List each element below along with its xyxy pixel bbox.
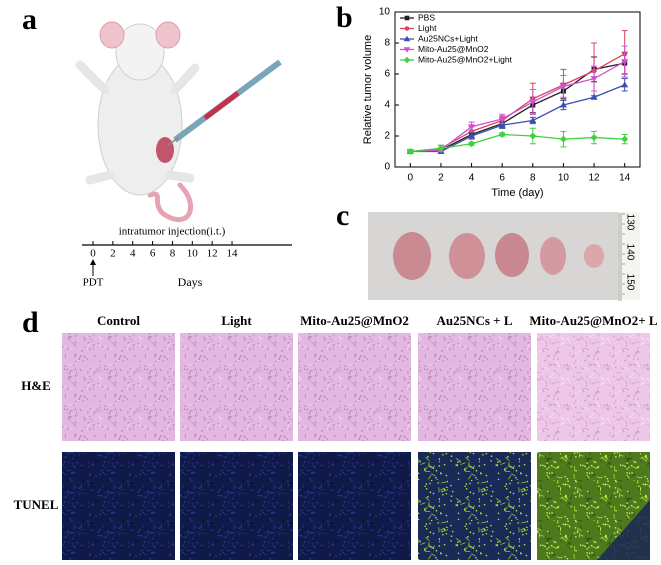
series-line <box>410 61 626 153</box>
y-tick-label: 4 <box>384 100 390 111</box>
x-tick-label: 6 <box>499 173 505 184</box>
marker <box>559 101 567 108</box>
timeline-tick-label: 2 <box>110 248 116 260</box>
legend-label: Mito-Au25@MnO2+Light <box>418 54 513 64</box>
marker <box>529 117 537 123</box>
tumor-photo: 130 140 150 <box>368 212 640 301</box>
timeline-tick-label: 0 <box>90 248 96 260</box>
he-image <box>418 333 531 441</box>
series-line <box>410 133 625 153</box>
marker <box>559 83 567 90</box>
x-tick-label: 8 <box>530 173 536 184</box>
row-label: TUNEL <box>14 497 59 512</box>
he-image <box>298 333 411 441</box>
legend-label: PBS <box>418 12 435 22</box>
timeline-axis-label: Days <box>178 275 203 289</box>
x-tick-label: 10 <box>558 173 570 184</box>
legend-marker <box>404 15 410 21</box>
legend-marker <box>403 47 411 53</box>
marker <box>529 132 537 140</box>
panel-letter: b <box>336 1 353 34</box>
tunel-image <box>298 452 411 560</box>
tumor <box>449 233 485 279</box>
line-chart: 0 2 4 6 8 10 0 2 4 6 8 10 12 14 Time (day) Relative tum… <box>362 7 641 199</box>
legend-label: Au25NCs+Light <box>418 33 478 43</box>
tumor <box>540 237 566 275</box>
marker <box>437 144 445 152</box>
marker <box>468 132 476 139</box>
x-axis-label: Time (day) <box>491 187 543 199</box>
marker <box>468 140 476 148</box>
y-tick-label: 6 <box>384 69 390 80</box>
timeline-tick-label: 8 <box>170 248 176 260</box>
timeline-start-label: PDT <box>83 277 104 289</box>
legend-marker <box>403 35 411 42</box>
x-tick-label: 2 <box>438 173 444 184</box>
ruler-label: 130 <box>624 214 635 231</box>
tumor <box>495 233 529 277</box>
panel-letter: a <box>22 3 37 36</box>
y-tick-label: 10 <box>379 7 391 18</box>
tumor <box>584 244 604 268</box>
ruler-label: 140 <box>624 244 635 261</box>
mouse-illustration <box>75 21 282 223</box>
y-tick-label: 8 <box>384 38 390 49</box>
he-image <box>180 333 293 441</box>
arrow-head <box>90 259 96 265</box>
row-label: H&E <box>21 378 51 393</box>
marker <box>468 124 476 131</box>
column-header: Control <box>97 313 140 328</box>
tunel-dark-region <box>597 500 650 560</box>
timeline-tick-label: 14 <box>227 248 239 260</box>
histology-grid: Control Light Mito-Au25@MnO2 Au25NCs + L Mit… <box>14 313 658 560</box>
timeline: intratumor injection(i.t.) PDT Days 0 2 4 6… <box>82 226 292 289</box>
marker <box>621 135 629 143</box>
marker <box>498 116 506 123</box>
marker <box>590 76 598 83</box>
marker <box>621 81 629 88</box>
tumor <box>393 232 431 280</box>
legend-label: Light <box>418 23 437 33</box>
panel-letter: c <box>336 199 349 232</box>
column-header: Au25NCs + L <box>436 313 512 328</box>
plot-frame <box>394 11 641 168</box>
marker <box>590 93 598 100</box>
panel-letter: d <box>22 306 39 339</box>
legend-marker <box>404 26 410 31</box>
y-tick-label: 0 <box>384 162 390 173</box>
ruler-label: 150 <box>624 274 635 291</box>
legend-marker <box>403 56 411 64</box>
timeline-caption: intratumor injection(i.t.) <box>119 226 226 238</box>
legend-label: Mito-Au25@MnO2 <box>418 44 489 54</box>
y-tick-label: 2 <box>384 131 390 142</box>
series-line <box>410 84 625 153</box>
marker <box>498 130 506 138</box>
marker <box>621 59 629 66</box>
tunel-image <box>180 452 293 560</box>
marker <box>590 134 598 142</box>
x-tick-label: 14 <box>619 173 631 184</box>
x-tick-label: 12 <box>589 173 601 184</box>
marker <box>559 135 567 143</box>
column-header: Mito-Au25@MnO2 <box>300 313 409 328</box>
tunel-image <box>418 452 531 560</box>
tunel-image <box>62 452 175 560</box>
he-image <box>537 333 650 441</box>
timeline-tick-label: 6 <box>150 248 156 260</box>
y-axis-label: Relative tumor volume <box>362 35 374 144</box>
marker <box>406 148 414 155</box>
he-image <box>62 333 175 441</box>
x-tick-label: 4 <box>469 173 475 184</box>
column-header: Light <box>221 313 252 328</box>
marker <box>529 99 537 106</box>
x-tick-label: 0 <box>408 173 414 184</box>
timeline-tick-label: 10 <box>187 248 199 260</box>
timeline-tick-label: 4 <box>130 248 136 260</box>
timeline-tick-label: 12 <box>207 248 218 260</box>
marker <box>498 121 506 128</box>
column-header: Mito-Au25@MnO2+ L <box>529 313 658 328</box>
